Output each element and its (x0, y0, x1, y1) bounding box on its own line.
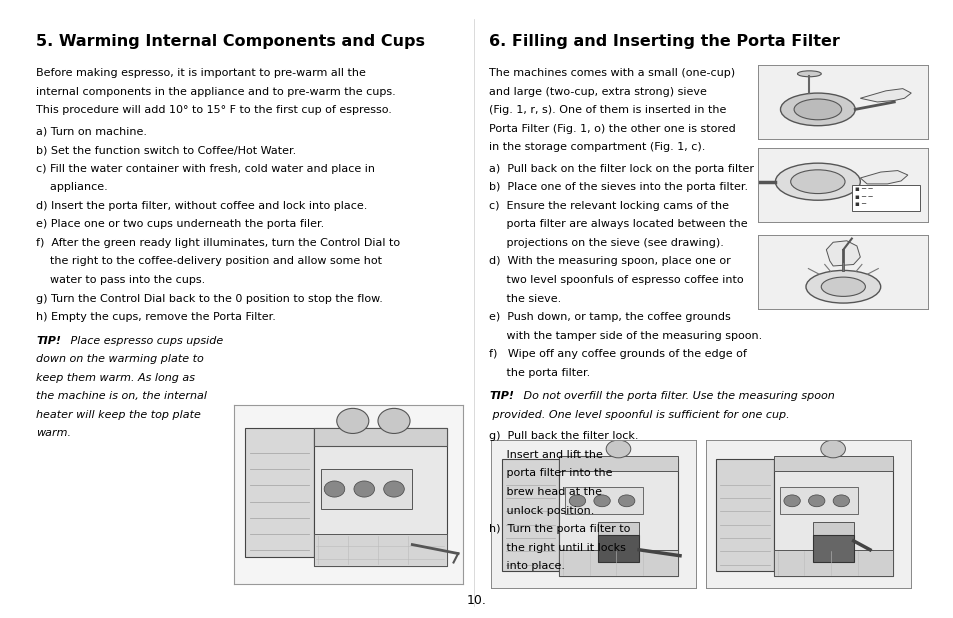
Text: f)   Wipe off any coffee grounds of the edge of: f) Wipe off any coffee grounds of the ed… (489, 349, 746, 359)
Text: internal components in the appliance and to pre-warm the cups.: internal components in the appliance and… (36, 87, 395, 96)
Polygon shape (825, 241, 860, 266)
Text: f)  After the green ready light illuminates, turn the Control Dial to: f) After the green ready light illuminat… (36, 238, 400, 248)
Circle shape (805, 271, 880, 303)
Text: Before making espresso, it is important to pre-warm all the: Before making espresso, it is important … (36, 68, 366, 78)
Text: Place espresso cups upside: Place espresso cups upside (67, 336, 223, 345)
Ellipse shape (797, 71, 821, 77)
Text: g)  Pull back the filter lock.: g) Pull back the filter lock. (489, 431, 639, 441)
Circle shape (569, 495, 585, 507)
Text: and large (two-cup, extra strong) sieve: and large (two-cup, extra strong) sieve (489, 87, 706, 96)
Text: porta filter are always located between the: porta filter are always located between … (489, 219, 747, 229)
Text: c) Fill the water container with fresh, cold water and place in: c) Fill the water container with fresh, … (36, 164, 375, 174)
Text: the right until it locks: the right until it locks (489, 543, 625, 552)
Text: (Fig. 1, r, s). One of them is inserted in the: (Fig. 1, r, s). One of them is inserted … (489, 105, 726, 115)
Text: b)  Place one of the sieves into the porta filter.: b) Place one of the sieves into the port… (489, 182, 748, 192)
Text: down on the warming plate to: down on the warming plate to (36, 354, 204, 364)
Text: Insert and lift the: Insert and lift the (489, 450, 602, 460)
Text: warm.: warm. (36, 428, 71, 438)
Bar (558, 459, 678, 577)
Text: ▪ ─ ─: ▪ ─ ─ (854, 193, 872, 200)
Circle shape (605, 440, 630, 458)
Text: two level spoonfuls of espresso coffee into: two level spoonfuls of espresso coffee i… (489, 275, 743, 285)
Text: a) Turn on machine.: a) Turn on machine. (36, 127, 147, 137)
Text: with the tamper side of the measuring spoon.: with the tamper side of the measuring sp… (489, 331, 761, 341)
Bar (598, 522, 639, 540)
Polygon shape (860, 88, 910, 102)
Text: 5. Warming Internal Components and Cups: 5. Warming Internal Components and Cups (36, 34, 425, 49)
Text: The machines comes with a small (one-cup): The machines comes with a small (one-cup… (489, 68, 735, 78)
Text: g) Turn the Control Dial back to the 0 position to stop the flow.: g) Turn the Control Dial back to the 0 p… (36, 294, 383, 303)
Circle shape (821, 277, 864, 297)
Circle shape (807, 495, 824, 507)
Text: projections on the sieve (see drawing).: projections on the sieve (see drawing). (489, 238, 723, 248)
Text: water to pass into the cups.: water to pass into the cups. (36, 275, 205, 285)
Circle shape (383, 481, 404, 497)
Text: the porta filter.: the porta filter. (489, 368, 590, 378)
Text: the machine is on, the internal: the machine is on, the internal (36, 391, 207, 401)
Bar (320, 469, 412, 509)
Text: d) Insert the porta filter, without coffee and lock into place.: d) Insert the porta filter, without coff… (36, 201, 367, 211)
Bar (779, 488, 857, 514)
Circle shape (354, 481, 375, 497)
Text: 10.: 10. (467, 594, 486, 607)
Text: heater will keep the top plate: heater will keep the top plate (36, 410, 201, 420)
Text: 6. Filling and Inserting the Porta Filter: 6. Filling and Inserting the Porta Filte… (489, 34, 840, 49)
Bar (598, 535, 639, 562)
Text: b) Set the function switch to Coffee/Hot Water.: b) Set the function switch to Coffee/Hot… (36, 145, 296, 155)
Text: keep them warm. As long as: keep them warm. As long as (36, 373, 195, 383)
Text: porta filter into the: porta filter into the (489, 468, 612, 478)
Bar (564, 488, 642, 514)
Bar (314, 428, 446, 446)
Bar (501, 459, 558, 570)
Text: e)  Push down, or tamp, the coffee grounds: e) Push down, or tamp, the coffee ground… (489, 312, 730, 322)
Text: unlock position.: unlock position. (489, 506, 594, 515)
Bar (558, 456, 678, 471)
Polygon shape (860, 171, 907, 184)
Bar (245, 428, 314, 557)
Text: h)  Turn the porta filter to: h) Turn the porta filter to (489, 524, 630, 534)
Bar (773, 456, 892, 471)
Bar (716, 459, 773, 570)
Circle shape (377, 408, 410, 433)
Text: the right to the coffee-delivery position and allow some hot: the right to the coffee-delivery positio… (36, 256, 382, 266)
Text: e) Place one or two cups underneath the porta filer.: e) Place one or two cups underneath the … (36, 219, 324, 229)
Text: appliance.: appliance. (36, 182, 108, 192)
Circle shape (324, 481, 344, 497)
Circle shape (336, 408, 369, 433)
Bar (314, 428, 446, 566)
Text: c)  Ensure the relevant locking cams of the: c) Ensure the relevant locking cams of t… (489, 201, 729, 211)
Bar (812, 535, 853, 562)
Text: into place.: into place. (489, 561, 565, 571)
Circle shape (780, 93, 854, 125)
Text: a)  Pull back on the filter lock on the porta filter: a) Pull back on the filter lock on the p… (489, 164, 754, 174)
Circle shape (775, 163, 860, 200)
Circle shape (820, 440, 844, 458)
Circle shape (593, 495, 610, 507)
Text: provided. One level spoonful is sufficient for one cup.: provided. One level spoonful is sufficie… (489, 410, 789, 420)
Text: This procedure will add 10° to 15° F to the first cup of espresso.: This procedure will add 10° to 15° F to … (36, 105, 392, 115)
Text: Porta Filter (Fig. 1, o) the other one is stored: Porta Filter (Fig. 1, o) the other one i… (489, 124, 736, 133)
Text: Do not overfill the porta filter. Use the measuring spoon: Do not overfill the porta filter. Use th… (519, 391, 834, 401)
Text: ▪ ─: ▪ ─ (854, 201, 865, 207)
Text: ▪ ─ ─: ▪ ─ ─ (854, 186, 872, 192)
Bar (773, 550, 892, 577)
Bar (851, 185, 919, 211)
Text: in the storage compartment (Fig. 1, c).: in the storage compartment (Fig. 1, c). (489, 142, 705, 152)
Circle shape (783, 495, 800, 507)
Bar (773, 459, 892, 577)
Circle shape (618, 495, 634, 507)
Bar (812, 522, 853, 540)
Text: the sieve.: the sieve. (489, 294, 561, 303)
Circle shape (793, 99, 841, 120)
Text: brew head at the: brew head at the (489, 487, 601, 497)
Circle shape (790, 170, 844, 193)
Bar (558, 550, 678, 577)
Text: TIP!: TIP! (489, 391, 514, 401)
Text: TIP!: TIP! (36, 336, 61, 345)
Bar (314, 534, 446, 566)
Text: d)  With the measuring spoon, place one or: d) With the measuring spoon, place one o… (489, 256, 730, 266)
Text: h) Empty the cups, remove the Porta Filter.: h) Empty the cups, remove the Porta Filt… (36, 312, 275, 322)
Circle shape (832, 495, 848, 507)
